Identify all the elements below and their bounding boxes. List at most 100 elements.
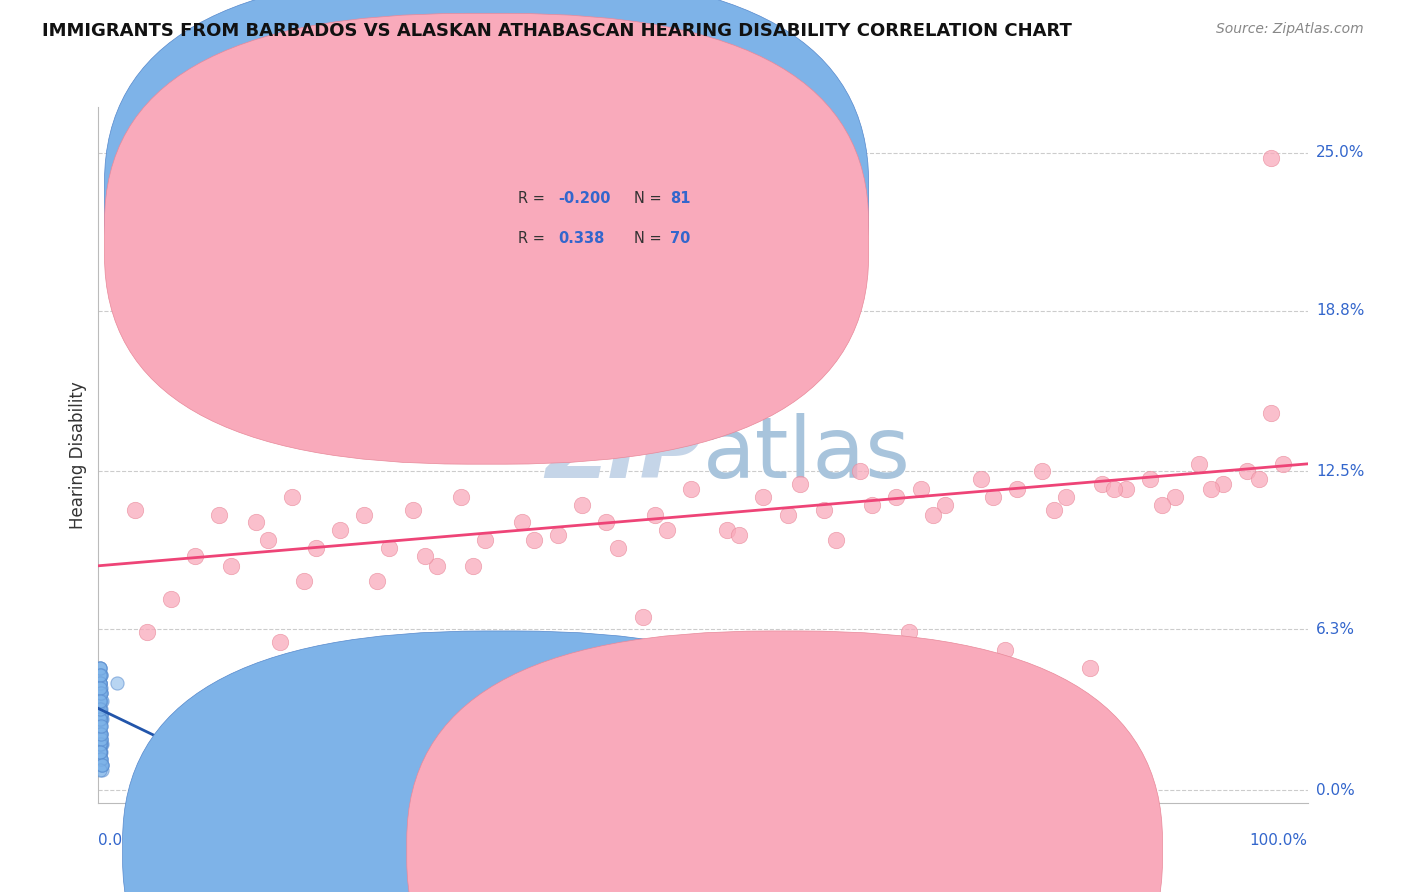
Text: R =: R =	[517, 191, 550, 206]
Point	[89, 676, 111, 690]
Point	[91, 737, 114, 751]
Point	[89, 701, 111, 715]
Point	[547, 528, 569, 542]
Point	[90, 727, 112, 741]
Point	[256, 533, 278, 548]
Text: R =: R =	[517, 231, 550, 246]
Point	[90, 745, 112, 759]
Point	[1249, 472, 1271, 486]
Point	[752, 635, 775, 649]
Point	[90, 686, 112, 700]
Point	[366, 574, 388, 588]
Point	[89, 676, 111, 690]
Point	[89, 676, 111, 690]
Point	[1272, 457, 1295, 471]
Point	[813, 502, 835, 516]
Point	[728, 528, 751, 542]
Point	[463, 558, 485, 573]
Text: 81: 81	[671, 191, 690, 206]
Point	[89, 745, 111, 759]
Text: 0.0%: 0.0%	[1316, 782, 1354, 797]
Point	[90, 727, 112, 741]
Point	[860, 498, 883, 512]
Point	[89, 661, 111, 675]
Point	[89, 686, 111, 700]
Text: N =: N =	[634, 191, 666, 206]
Point	[571, 498, 593, 512]
Point	[716, 523, 738, 537]
Point	[849, 465, 872, 479]
Point	[389, 650, 412, 665]
Point	[89, 719, 111, 733]
Point	[426, 558, 449, 573]
Point	[89, 727, 111, 741]
Point	[994, 643, 1017, 657]
Point	[90, 681, 112, 695]
Point	[208, 508, 231, 522]
Point	[1188, 457, 1211, 471]
Point	[89, 727, 111, 741]
Point	[1042, 502, 1064, 516]
Point	[105, 676, 128, 690]
Point	[89, 745, 111, 759]
Point	[89, 701, 111, 715]
Point	[377, 541, 399, 555]
Point	[89, 694, 111, 708]
Point	[89, 668, 111, 682]
Text: 70: 70	[671, 231, 690, 246]
Point	[90, 706, 112, 721]
Text: 100.0%: 100.0%	[1250, 833, 1308, 848]
Point	[90, 727, 112, 741]
Y-axis label: Hearing Disability: Hearing Disability	[69, 381, 87, 529]
Point	[89, 737, 111, 751]
Point	[89, 686, 111, 700]
Point	[184, 549, 207, 563]
Point	[474, 533, 496, 548]
Point	[91, 757, 114, 772]
Point	[752, 490, 775, 504]
Point	[89, 694, 111, 708]
Point	[1260, 151, 1282, 165]
Text: N =: N =	[634, 231, 666, 246]
Point	[970, 472, 993, 486]
Point	[89, 701, 111, 715]
Point	[89, 745, 111, 759]
Point	[90, 737, 112, 751]
Point	[644, 508, 666, 522]
FancyBboxPatch shape	[406, 631, 1163, 892]
Text: Immigrants from Barbados: Immigrants from Barbados	[527, 843, 733, 857]
Point	[135, 625, 157, 640]
Point	[89, 694, 111, 708]
Point	[89, 737, 111, 751]
Text: 0.338: 0.338	[558, 231, 605, 246]
Point	[89, 763, 111, 777]
Point	[1163, 490, 1185, 504]
Point	[1212, 477, 1234, 491]
Point	[1139, 472, 1161, 486]
Point	[595, 516, 617, 530]
Point	[90, 712, 112, 726]
Text: 18.8%: 18.8%	[1316, 303, 1364, 318]
Point	[90, 719, 112, 733]
Point	[934, 498, 956, 512]
Point	[679, 483, 702, 497]
Point	[281, 490, 304, 504]
Point	[510, 516, 533, 530]
Point	[245, 516, 267, 530]
Point	[90, 732, 112, 747]
Point	[269, 635, 291, 649]
Text: Source: ZipAtlas.com: Source: ZipAtlas.com	[1216, 22, 1364, 37]
Point	[160, 591, 183, 606]
Point	[89, 661, 111, 675]
Point	[89, 737, 111, 751]
Point	[90, 706, 112, 721]
Point	[329, 523, 352, 537]
Point	[89, 727, 111, 741]
Point	[402, 502, 425, 516]
Point	[90, 737, 112, 751]
Point	[89, 668, 111, 682]
Text: 12.5%: 12.5%	[1316, 464, 1364, 479]
Point	[221, 558, 243, 573]
Point	[90, 719, 112, 733]
Point	[1260, 406, 1282, 420]
